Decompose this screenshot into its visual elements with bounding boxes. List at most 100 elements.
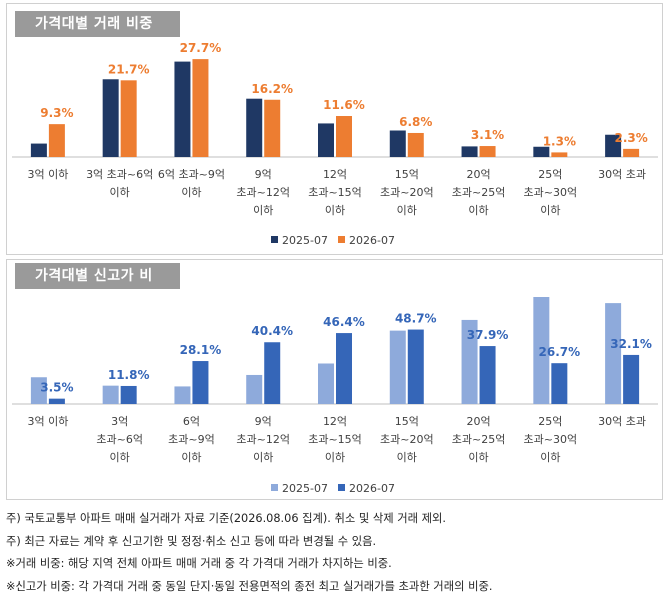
data-label: 9.3% xyxy=(40,106,73,120)
legend-label: 2026-07 xyxy=(349,234,395,247)
x-tick-label: 이하 xyxy=(110,185,130,199)
bar-2025-07 xyxy=(102,385,119,404)
bar-2026-07 xyxy=(407,329,424,404)
bar-2025-07 xyxy=(533,146,550,157)
bar-2026-07 xyxy=(623,354,640,404)
bar-2026-07 xyxy=(48,124,65,157)
x-tick-label: 12억 xyxy=(323,168,347,181)
x-tick-label: 3억 xyxy=(111,415,128,428)
x-tick-label: 이하 xyxy=(540,450,560,464)
bar-2026-07 xyxy=(479,346,496,404)
bar-2026-07 xyxy=(264,342,281,404)
x-tick-label: 15억 xyxy=(395,415,419,428)
x-tick-label: 3억 이하 xyxy=(27,414,68,428)
trade-share-chart-panel: 가격대별 거래 비중 9.3% 3억 이하 21.7% 3억 초과~6억 이하 27.7%… xyxy=(6,3,663,255)
bar-2025-07 xyxy=(605,134,622,157)
x-tick-label: 9억 xyxy=(255,168,272,181)
x-tick-label: 초과~30억 xyxy=(524,433,578,446)
bar-2026-07 xyxy=(192,59,209,158)
bar-2025-07 xyxy=(30,377,47,404)
bar-2026-07 xyxy=(551,363,568,404)
x-tick-label: 이하 xyxy=(540,203,560,217)
x-tick-label: 20억 xyxy=(466,168,490,181)
x-tick-label: 20억 xyxy=(466,415,490,428)
data-label: 2.3% xyxy=(614,131,647,145)
footnote-3: ※거래 비중: 해당 지역 전체 아파트 매매 거래 중 각 가격대 거래가 차… xyxy=(6,557,392,570)
bar-2026-07 xyxy=(551,152,568,157)
x-tick-label: 초과~6억 xyxy=(96,433,143,446)
bar-2025-07 xyxy=(174,386,191,404)
x-tick-label: 6억 xyxy=(183,415,200,428)
bar-2026-07 xyxy=(192,361,209,404)
data-label: 46.4% xyxy=(323,315,365,329)
legend-label: 2026-07 xyxy=(349,482,395,495)
newhigh-share-chart-panel: 가격대별 신고가 비중 3.5% 3억 이하 11.8% 3억 초과~6억 이하 28.1%… xyxy=(6,259,663,500)
x-tick-label: 이하 xyxy=(468,450,488,464)
x-tick-label: 이하 xyxy=(468,203,488,217)
x-tick-label: 25억 xyxy=(538,168,562,181)
data-label: 32.1% xyxy=(610,337,652,351)
bar-2026-07 xyxy=(120,385,137,404)
legend-label: 2025-07 xyxy=(282,482,328,495)
bar-2025-07 xyxy=(246,98,263,157)
legend-swatch xyxy=(271,484,278,491)
x-tick-label: 3억 초과~6억 xyxy=(86,168,153,181)
x-tick-label: 6억 초과~9억 xyxy=(158,168,225,181)
bar-2026-07 xyxy=(336,116,352,157)
x-tick-label: 12억 xyxy=(323,415,347,428)
bar-2025-07 xyxy=(461,319,478,404)
data-label: 11.6% xyxy=(323,98,365,112)
x-tick-label: 이하 xyxy=(325,203,345,217)
x-tick-label: 9억 xyxy=(255,415,272,428)
bar-2026-07 xyxy=(120,80,137,157)
bar-2026-07 xyxy=(479,146,496,157)
x-tick-label: 초과~12억 xyxy=(236,433,290,446)
bar-2025-07 xyxy=(318,123,334,157)
x-tick-label: 이하 xyxy=(325,450,345,464)
data-label: 1.3% xyxy=(543,134,576,148)
bar-2026-07 xyxy=(264,99,281,157)
x-tick-label: 초과~30억 xyxy=(524,186,578,199)
bar-2025-07 xyxy=(389,130,406,157)
x-tick-label: 이하 xyxy=(397,203,417,217)
bar-2025-07 xyxy=(102,79,119,157)
chart2-title: 가격대별 신고가 비중 xyxy=(15,263,180,310)
legend-swatch xyxy=(338,484,345,491)
x-tick-label: 이하 xyxy=(253,203,273,217)
x-tick-label: 초과~20억 xyxy=(380,186,434,199)
x-tick-label: 이하 xyxy=(397,450,417,464)
x-tick-label: 초과~20억 xyxy=(380,433,434,446)
legend-label: 2025-07 xyxy=(282,234,328,247)
bar-2026-07 xyxy=(623,148,640,157)
x-tick-label: 이하 xyxy=(181,450,201,464)
x-tick-label: 3억 이하 xyxy=(27,167,68,181)
x-tick-label: 15억 xyxy=(395,168,419,181)
data-label: 48.7% xyxy=(395,312,437,326)
x-tick-label: 이하 xyxy=(253,450,273,464)
chart1-title: 가격대별 거래 비중 xyxy=(15,11,180,37)
x-tick-label: 30억 초과 xyxy=(598,168,646,181)
bar-2026-07 xyxy=(336,333,352,404)
x-tick-label: 30억 초과 xyxy=(598,415,646,428)
footnote-4: ※신고가 비중: 각 가격대 거래 중 동일 단지·동일 전용면적의 종전 최고… xyxy=(6,579,493,593)
bar-2026-07 xyxy=(48,398,65,404)
data-label: 40.4% xyxy=(251,324,293,338)
data-label: 28.1% xyxy=(180,343,222,357)
x-tick-label: 이하 xyxy=(110,450,130,464)
bar-2025-07 xyxy=(246,374,263,404)
data-label: 16.2% xyxy=(251,82,293,96)
footnote-2: 주) 최근 자료는 계약 후 신고기한 및 정정·취소 신고 등에 따라 변경될… xyxy=(6,534,377,548)
footnotes: 주) 국토교통부 아파트 매매 실거래가 자료 기준(2026.08.06 집계… xyxy=(6,508,666,598)
data-label: 3.5% xyxy=(40,381,73,395)
bar-2025-07 xyxy=(533,297,550,404)
data-label: 37.9% xyxy=(467,328,509,342)
legend-swatch xyxy=(338,236,345,243)
data-label: 3.1% xyxy=(471,128,504,142)
bar-2025-07 xyxy=(174,61,191,157)
x-tick-label: 이하 xyxy=(181,185,201,199)
bar-2025-07 xyxy=(389,330,406,404)
bar-2025-07 xyxy=(605,303,622,404)
x-tick-label: 초과~25억 xyxy=(452,433,506,446)
